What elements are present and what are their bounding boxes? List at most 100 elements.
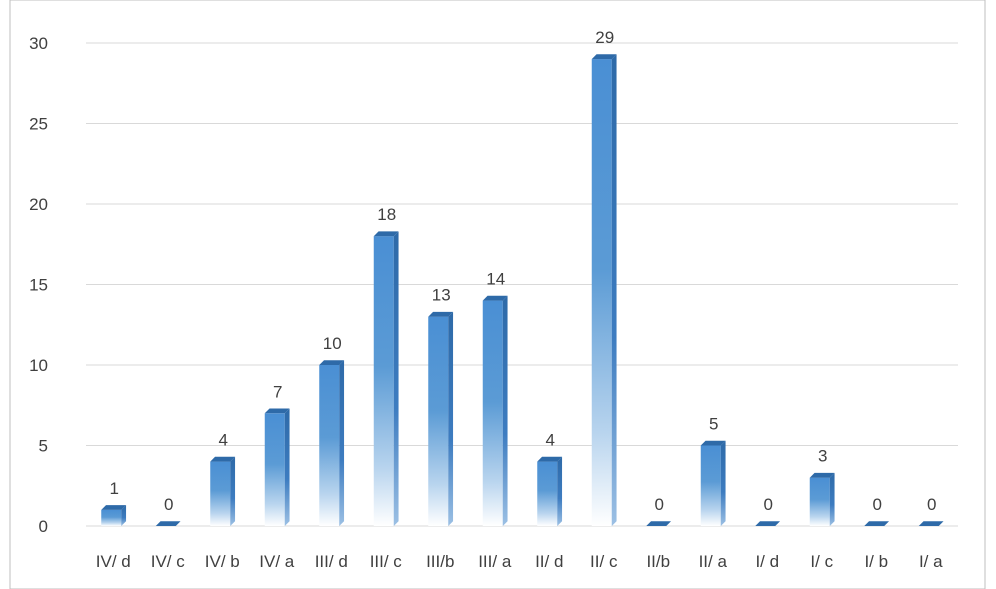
x-tick-label: II/ d — [535, 552, 563, 571]
y-tick-label: 15 — [29, 276, 48, 295]
x-tick-label: IV/ c — [151, 552, 186, 571]
data-label: 14 — [486, 270, 505, 289]
bar-front-face — [319, 365, 340, 526]
bar — [428, 311, 454, 526]
data-label: 13 — [432, 286, 451, 305]
x-tick-label: II/ a — [699, 552, 728, 571]
bar — [373, 231, 399, 526]
bar-side-face — [121, 505, 127, 526]
bar-side-face — [393, 231, 399, 526]
bar-front-face — [537, 461, 558, 526]
bar-top-face — [101, 505, 127, 510]
bar — [700, 440, 726, 526]
x-tick-label: IV/ a — [259, 552, 295, 571]
x-tick-label: III/ d — [315, 552, 348, 571]
data-label: 0 — [164, 495, 173, 514]
y-tick-label: 5 — [39, 437, 48, 456]
bar — [918, 521, 944, 526]
bar-side-face — [611, 54, 617, 527]
bar-front-face — [482, 300, 503, 526]
bar-side-face — [829, 472, 835, 526]
bar-side-face — [720, 440, 726, 526]
data-label: 5 — [709, 415, 718, 434]
bar — [809, 472, 835, 526]
bar — [155, 521, 181, 526]
bar-side-face — [557, 456, 563, 526]
bar — [482, 295, 508, 526]
bar-top-face — [591, 54, 617, 60]
x-tick-label: I/ b — [864, 552, 888, 571]
bar-front-face — [101, 509, 122, 526]
data-label: 0 — [655, 495, 664, 514]
x-tick-label: III/ c — [370, 552, 403, 571]
bar-top-face — [264, 408, 290, 414]
bar — [591, 54, 617, 527]
bar-top-face — [755, 521, 781, 526]
bar-front-face — [210, 461, 231, 526]
bar — [537, 456, 563, 526]
bar — [210, 456, 236, 526]
bar-top-face — [373, 231, 399, 237]
x-tick-label: I/ d — [755, 552, 779, 571]
y-tick-label: 25 — [29, 115, 48, 134]
x-tick-label: I/ c — [810, 552, 833, 571]
y-tick-label: 20 — [29, 195, 48, 214]
data-label: 29 — [595, 28, 614, 47]
x-tick-label: IV/ b — [205, 552, 240, 571]
x-tick-label: II/b — [646, 552, 670, 571]
x-tick-label: II/ c — [590, 552, 618, 571]
x-tick-label: III/b — [426, 552, 454, 571]
bar-top-face — [319, 360, 345, 365]
bar-side-face — [339, 360, 345, 526]
bar-top-face — [864, 521, 890, 526]
data-label: 18 — [377, 205, 396, 224]
data-label: 4 — [546, 431, 555, 450]
data-label: 7 — [273, 382, 282, 401]
bar-top-face — [646, 521, 672, 526]
bar-top-face — [809, 472, 835, 478]
y-tick-label: 0 — [39, 517, 48, 536]
bar — [319, 360, 345, 526]
chart-border — [9, 0, 986, 589]
bar — [646, 521, 672, 526]
bar-side-face — [284, 408, 290, 526]
data-label: 10 — [323, 334, 342, 353]
bar-side-face — [502, 295, 508, 526]
bar-side-face — [448, 311, 454, 526]
bar-top-face — [428, 311, 454, 317]
bar — [755, 521, 781, 526]
bar-front-face — [809, 477, 830, 526]
bar-top-face — [700, 440, 726, 446]
bar-side-face — [230, 456, 236, 526]
bar-front-face — [264, 413, 285, 526]
bar-top-face — [537, 456, 563, 462]
x-tick-label: III/ a — [478, 552, 512, 571]
data-label: 3 — [818, 447, 827, 466]
x-tick-label: IV/ d — [96, 552, 131, 571]
x-axis-ticks: IV/ d IV/ c IV/ b IV/ a III/ d III/ c III/b III… — [96, 552, 943, 571]
x-tick-label: I/ a — [919, 552, 943, 571]
bar-front-face — [700, 445, 721, 526]
bar — [864, 521, 890, 526]
bar-top-face — [918, 521, 944, 526]
bar — [101, 505, 127, 526]
gridlines — [86, 42, 958, 527]
bars — [101, 54, 944, 527]
bar-top-face — [155, 521, 181, 526]
data-label: 0 — [764, 495, 773, 514]
data-label: 4 — [219, 431, 228, 450]
bar-front-face — [591, 59, 612, 526]
bar-top-face — [210, 456, 236, 462]
bar-front-face — [373, 236, 394, 526]
y-axis-ticks: 0 5 10 15 20 25 30 — [29, 34, 48, 536]
y-tick-label: 10 — [29, 356, 48, 375]
data-label: 1 — [110, 479, 119, 498]
data-label: 0 — [927, 495, 936, 514]
y-tick-label: 30 — [29, 34, 48, 53]
data-label: 0 — [873, 495, 882, 514]
bar-front-face — [428, 316, 449, 526]
bar — [264, 408, 290, 526]
